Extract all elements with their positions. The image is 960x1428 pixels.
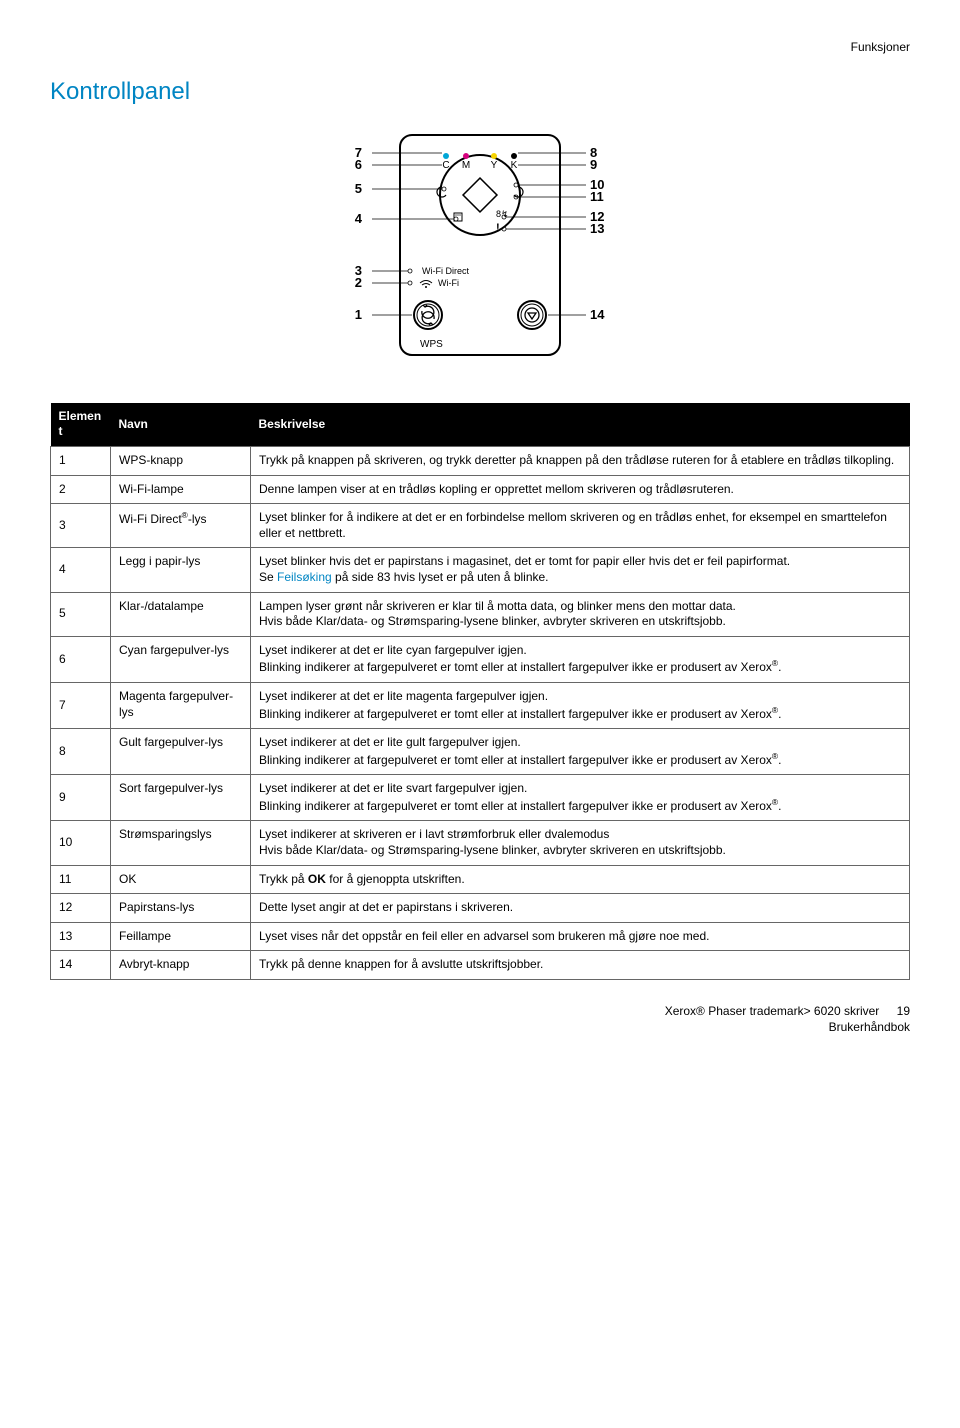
control-panel-diagram: CMYK8↯!Wi-Fi DirectWi-Fi7654321891011121… (270, 125, 690, 385)
svg-text:9: 9 (590, 157, 597, 172)
cell-name: Papirstans-lys (111, 894, 251, 923)
cell-desc: Denne lampen viser at en trådløs kopling… (251, 475, 910, 504)
col-name: Navn (111, 403, 251, 447)
table-row: 11OKTrykk på OK for å gjenoppta utskrift… (51, 865, 910, 894)
page-title: Kontrollpanel (50, 76, 910, 107)
cell-name: WPS-knapp (111, 446, 251, 475)
cell-desc: Lyset indikerer at det er lite cyan farg… (251, 636, 910, 682)
table-row: 8Gult fargepulver-lysLyset indikerer at … (51, 729, 910, 775)
cell-desc: Lyset indikerer at det er lite magenta f… (251, 682, 910, 728)
table-row: 3Wi-Fi Direct®-lysLyset blinker for å in… (51, 504, 910, 548)
svg-text:WPS: WPS (420, 339, 443, 350)
cell-name: Strømsparingslys (111, 821, 251, 865)
table-row: 6Cyan fargepulver-lysLyset indikerer at … (51, 636, 910, 682)
table-row: 2Wi-Fi-lampeDenne lampen viser at en trå… (51, 475, 910, 504)
svg-text:6: 6 (355, 157, 362, 172)
cell-desc: Dette lyset angir at det er papirstans i… (251, 894, 910, 923)
svg-text:M: M (462, 160, 470, 171)
svg-text:2: 2 (355, 275, 362, 290)
cell-desc: Trykk på knappen på skriveren, og trykk … (251, 446, 910, 475)
table-row: 13FeillampeLyset vises når det oppstår e… (51, 922, 910, 951)
cell-num: 14 (51, 951, 111, 980)
cell-desc: Lyset blinker hvis det er papirstans i m… (251, 548, 910, 592)
cell-num: 3 (51, 504, 111, 548)
cell-num: 9 (51, 775, 111, 821)
cell-name: Legg i papir-lys (111, 548, 251, 592)
table-row: 4Legg i papir-lysLyset blinker hvis det … (51, 548, 910, 592)
cell-num: 1 (51, 446, 111, 475)
cell-name: OK (111, 865, 251, 894)
footer-line2: Brukerhåndbok (829, 1020, 910, 1034)
table-row: 5Klar-/datalampeLampen lyser grønt når s… (51, 592, 910, 636)
svg-text:Wi-Fi Direct: Wi-Fi Direct (422, 266, 469, 276)
section-label: Funksjoner (50, 40, 910, 56)
cell-desc: Lyset indikerer at det er lite svart far… (251, 775, 910, 821)
table-row: 12Papirstans-lysDette lyset angir at det… (51, 894, 910, 923)
table-row: 9Sort fargepulver-lysLyset indikerer at … (51, 775, 910, 821)
cell-num: 13 (51, 922, 111, 951)
cell-desc: Lampen lyser grønt når skriveren er klar… (251, 592, 910, 636)
cell-num: 2 (51, 475, 111, 504)
cell-desc: Lyset blinker for å indikere at det er e… (251, 504, 910, 548)
svg-text:14: 14 (590, 307, 605, 322)
cell-num: 12 (51, 894, 111, 923)
cell-desc: Trykk på denne knappen for å avslutte ut… (251, 951, 910, 980)
cell-num: 11 (51, 865, 111, 894)
cell-num: 10 (51, 821, 111, 865)
cell-name: Magenta fargepulver-lys (111, 682, 251, 728)
table-row: 10StrømsparingslysLyset indikerer at skr… (51, 821, 910, 865)
svg-text:Wi-Fi: Wi-Fi (438, 278, 459, 288)
cell-name: Feillampe (111, 922, 251, 951)
svg-text:4: 4 (355, 211, 363, 226)
svg-text:K: K (511, 160, 518, 171)
svg-text:C: C (442, 160, 449, 171)
table-row: 14Avbryt-knappTrykk på denne knappen for… (51, 951, 910, 980)
col-description: Beskrivelse (251, 403, 910, 447)
cell-num: 5 (51, 592, 111, 636)
cell-name: Cyan fargepulver-lys (111, 636, 251, 682)
svg-text:5: 5 (355, 181, 362, 196)
svg-text:13: 13 (590, 221, 604, 236)
cell-num: 4 (51, 548, 111, 592)
page-number: 19 (897, 1004, 910, 1020)
cell-name: Avbryt-knapp (111, 951, 251, 980)
cell-name: Gult fargepulver-lys (111, 729, 251, 775)
table-row: 7Magenta fargepulver-lysLyset indikerer … (51, 682, 910, 728)
svg-text:!: ! (496, 222, 500, 234)
cell-name: Wi-Fi-lampe (111, 475, 251, 504)
cell-desc: Trykk på OK for å gjenoppta utskriften. (251, 865, 910, 894)
svg-text:11: 11 (590, 189, 604, 204)
svg-text:1: 1 (355, 307, 362, 322)
cell-num: 6 (51, 636, 111, 682)
cell-desc: Lyset vises når det oppstår en feil elle… (251, 922, 910, 951)
svg-text:Y: Y (491, 160, 498, 171)
cell-name: Klar-/datalampe (111, 592, 251, 636)
cell-desc: Lyset indikerer at det er lite gult farg… (251, 729, 910, 775)
elements-table: Elemen t Navn Beskrivelse 1WPS-knappTryk… (50, 403, 910, 980)
col-element: Elemen t (51, 403, 111, 447)
cell-desc: Lyset indikerer at skriveren er i lavt s… (251, 821, 910, 865)
footer-line1: Xerox® Phaser trademark> 6020 skriver (665, 1004, 880, 1018)
page-footer: Xerox® Phaser trademark> 6020 skriver 19… (50, 1004, 910, 1035)
cell-name: Sort fargepulver-lys (111, 775, 251, 821)
cell-name: Wi-Fi Direct®-lys (111, 504, 251, 548)
cell-num: 7 (51, 682, 111, 728)
cell-num: 8 (51, 729, 111, 775)
table-row: 1WPS-knappTrykk på knappen på skriveren,… (51, 446, 910, 475)
